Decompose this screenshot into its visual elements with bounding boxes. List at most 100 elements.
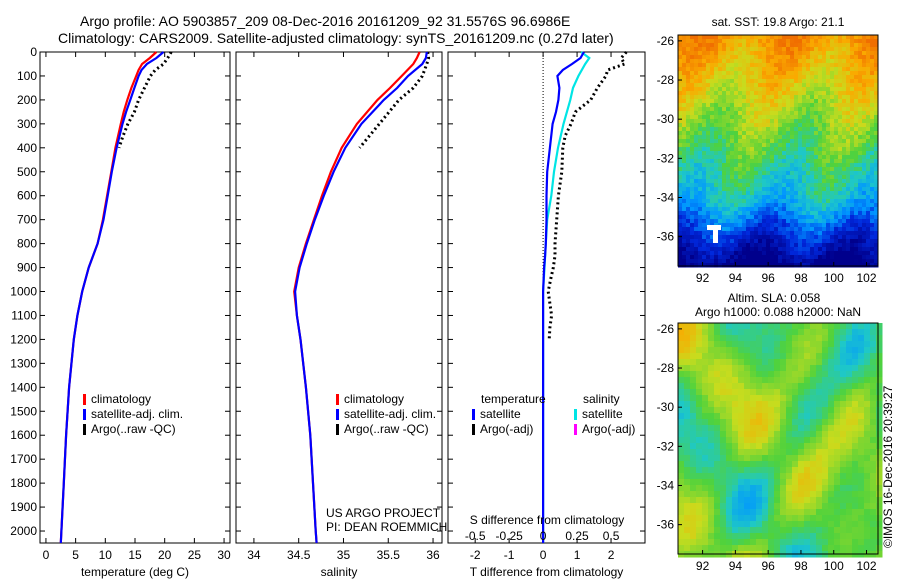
sst-map-cell <box>710 139 715 144</box>
sst-map-cell <box>690 47 695 52</box>
sst-map-cell <box>694 191 699 196</box>
sla-map-cell <box>696 389 703 396</box>
sst-map-cell <box>714 155 719 160</box>
sla-map-cell <box>768 407 775 414</box>
sla-map-cell <box>732 449 739 456</box>
sst-map-cell <box>802 163 807 168</box>
sst-map-cell <box>754 195 759 200</box>
sst-map-cell <box>694 43 699 48</box>
sla-map-cell <box>708 485 715 492</box>
sst-map-cell <box>838 223 843 228</box>
sla-map-cell <box>768 485 775 492</box>
sla-map-cell <box>816 377 823 384</box>
sst-map-cell <box>858 159 863 164</box>
sla-map-cell <box>726 539 733 546</box>
sst-map-cell <box>850 135 855 140</box>
sla-map-cell <box>756 341 763 348</box>
sst-map-cell <box>762 155 767 160</box>
sst-map-cell <box>690 255 695 260</box>
sst-map-cell <box>854 159 859 164</box>
sst-map-cell <box>766 219 771 224</box>
sst-map-cell <box>790 183 795 188</box>
sst-map-cell <box>854 135 859 140</box>
sst-map-cell <box>790 139 795 144</box>
sst-map-cell <box>722 123 727 128</box>
sst-map-cell <box>846 111 851 116</box>
sla-map-cell <box>816 425 823 432</box>
sla-map-cell <box>798 347 805 354</box>
sst-map-cell <box>746 247 751 252</box>
sst-map-cell <box>778 175 783 180</box>
sst-map-cell <box>834 127 839 132</box>
sst-map-cell <box>678 199 683 204</box>
sst-map-cell <box>838 147 843 152</box>
sst-map-cell <box>810 95 815 100</box>
sst-map-cell <box>694 71 699 76</box>
sla-map-cell <box>864 395 871 402</box>
sst-map-cell <box>778 83 783 88</box>
sla-map-cell <box>750 425 757 432</box>
sla-map-cell <box>768 497 775 504</box>
sst-map-cell <box>682 219 687 224</box>
sst-map-cell <box>810 155 815 160</box>
sst-map-cell <box>798 35 803 40</box>
sst-map-cell <box>822 155 827 160</box>
sst-map-cell <box>730 123 735 128</box>
sst-map-cell <box>810 199 815 204</box>
sla-map-cell <box>864 485 871 492</box>
sst-map-cell <box>718 195 723 200</box>
sst-map-cell <box>774 95 779 100</box>
sst-map-cell <box>866 51 871 56</box>
sla-map-cell <box>858 419 865 426</box>
sla-map-cell <box>726 353 733 360</box>
sst-map-cell <box>730 95 735 100</box>
sst-map-cell <box>726 155 731 160</box>
sla-map-cell <box>720 329 727 336</box>
sst-map-cell <box>722 235 727 240</box>
sla-map-cell <box>852 347 859 354</box>
sst-map-cell <box>862 223 867 228</box>
sst-map-cell <box>862 87 867 92</box>
sst-map-cell <box>738 183 743 188</box>
sst-map-cell <box>762 163 767 168</box>
sla-map-cell <box>852 443 859 450</box>
sla-map-cell <box>804 383 811 390</box>
sla-map-cell <box>810 425 817 432</box>
sst-map-cell <box>678 79 683 84</box>
sla-map-cell <box>714 371 721 378</box>
sst-map-cell <box>718 259 723 264</box>
sla-map-cell <box>816 491 823 498</box>
sst-map-cell <box>810 51 815 56</box>
sst-map-cell <box>814 227 819 232</box>
sla-map-cell <box>792 389 799 396</box>
sla-map-cell <box>828 323 835 330</box>
sst-map-cell <box>730 159 735 164</box>
sst-map-cell <box>770 247 775 252</box>
sst-map-cell <box>782 215 787 220</box>
sst-map-cell <box>782 231 787 236</box>
sla-map-cell <box>738 533 745 540</box>
sst-map-cell <box>714 71 719 76</box>
sla-map-cell <box>702 407 709 414</box>
sla-map-cell <box>834 329 841 336</box>
sst-map-cell <box>754 99 759 104</box>
sst-map-cell <box>822 147 827 152</box>
sst-map-cell <box>790 231 795 236</box>
sst-map-cell <box>842 43 847 48</box>
sst-map-cell <box>858 207 863 212</box>
sst-map-cell <box>718 263 723 268</box>
sla-map-cell <box>750 413 757 420</box>
sst-map-cell <box>758 175 763 180</box>
sst-map-cell <box>706 83 711 88</box>
sst-map-cell <box>698 251 703 256</box>
sst-map-cell <box>714 63 719 68</box>
sst-map-cell <box>842 147 847 152</box>
sst-map-cell <box>722 147 727 152</box>
sst-map-cell <box>798 59 803 64</box>
sla-map-cell <box>732 473 739 480</box>
sst-map-cell <box>874 211 879 216</box>
sst-map-cell <box>754 259 759 264</box>
sst-map-cell <box>834 131 839 136</box>
temp-xtick-label: 30 <box>217 548 231 562</box>
sst-map-cell <box>686 151 691 156</box>
